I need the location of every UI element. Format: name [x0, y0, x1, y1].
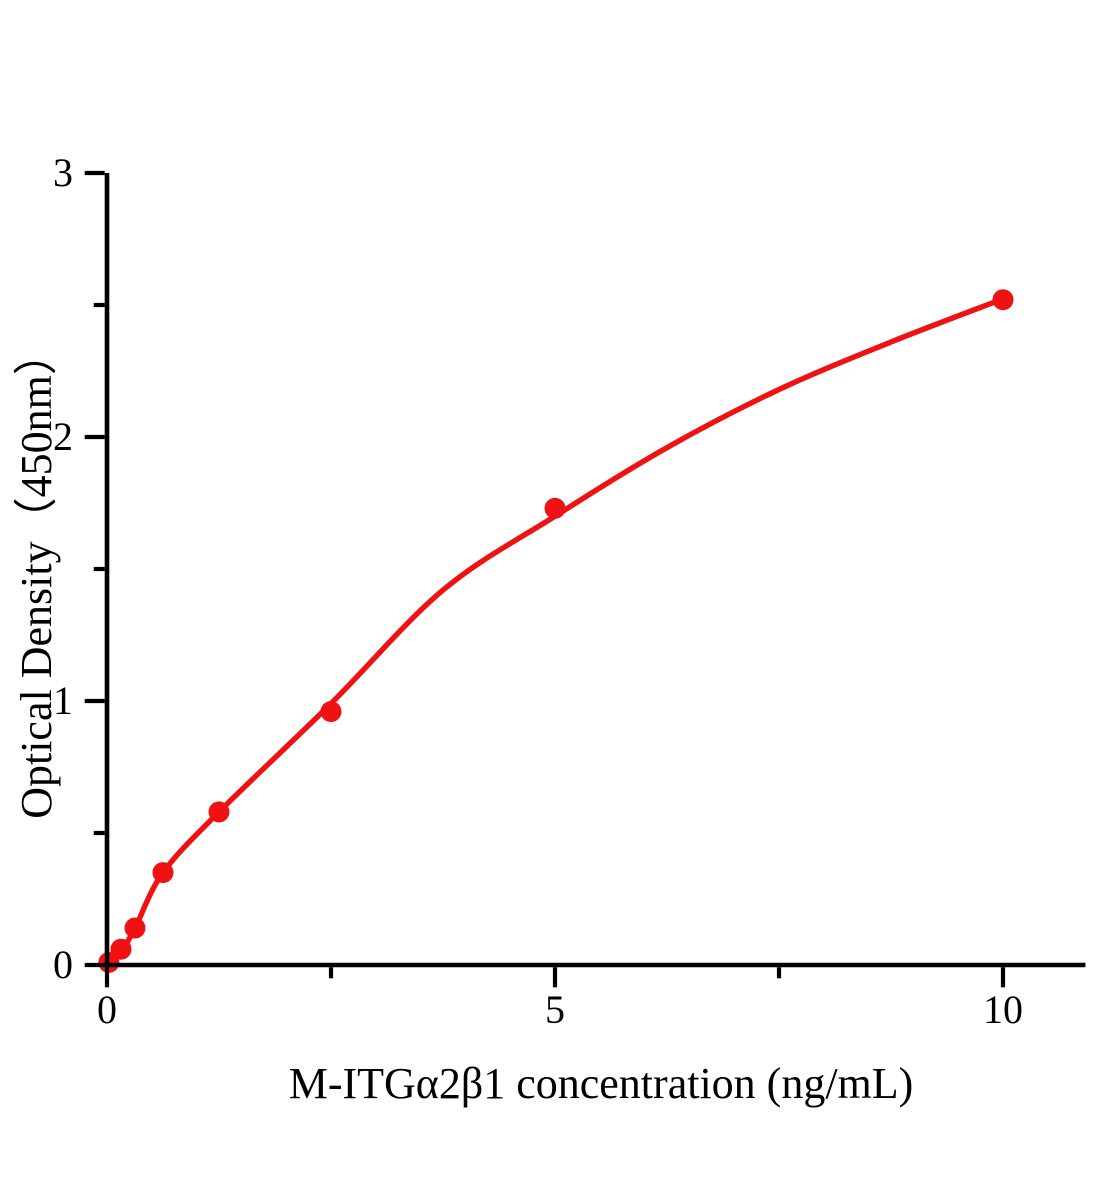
y-tick-label: 2	[53, 414, 73, 459]
data-point-marker	[110, 938, 132, 960]
y-tick-label: 3	[53, 150, 73, 195]
y-axis-title: Optical Density（450nm）	[12, 331, 61, 819]
y-tick-label: 1	[53, 678, 73, 723]
data-point-marker	[320, 701, 342, 723]
data-point-marker	[208, 801, 230, 823]
x-tick-label: 5	[545, 987, 565, 1032]
fit-curve-line	[104, 296, 1006, 968]
y-tick-label: 0	[53, 942, 73, 987]
x-tick-label: 10	[983, 987, 1023, 1032]
data-point-marker	[152, 862, 174, 884]
axis-lines	[104, 173, 1086, 968]
x-tick-label: 0	[97, 987, 117, 1032]
data-point-marker	[124, 917, 146, 939]
x-axis-title: M-ITGα2β1 concentration (ng/mL)	[288, 1059, 914, 1108]
data-point-marker	[544, 497, 566, 519]
data-point-marker	[992, 289, 1014, 311]
